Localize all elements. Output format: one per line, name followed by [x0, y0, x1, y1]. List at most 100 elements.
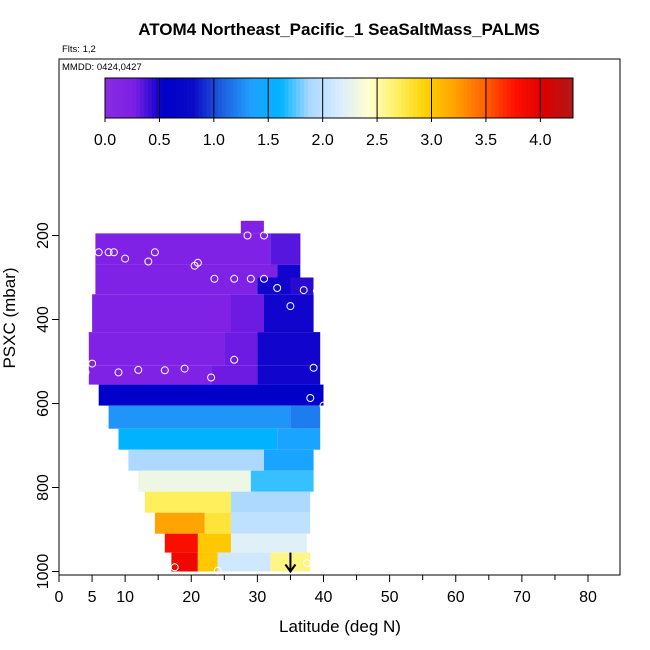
observation-point	[180, 364, 189, 373]
colorbar-swatch	[495, 78, 500, 118]
colorbar-swatch	[440, 78, 445, 118]
colorbar-swatch	[385, 78, 391, 118]
heatmap-cell	[270, 233, 301, 265]
colorbar-swatch	[140, 78, 145, 118]
colorbar-swatch	[206, 78, 211, 118]
colorbar-swatch	[303, 78, 309, 118]
colorbar-swatch	[428, 78, 434, 118]
colorbar-swatch	[179, 78, 184, 118]
colorbar-tick-label: 0.0	[94, 132, 116, 149]
colorbar-tick-label: 2.0	[312, 132, 334, 149]
y-tick-label: 600	[35, 390, 52, 417]
flights-label: Flts: 1,2	[62, 44, 96, 55]
colorbar-swatch	[342, 78, 348, 118]
colorbar-swatch	[378, 78, 383, 118]
colorbar-swatch	[288, 78, 293, 118]
observation-point	[299, 286, 308, 295]
colorbar-swatch	[487, 78, 492, 118]
colorbar-swatch	[569, 78, 574, 118]
heatmap-cell	[217, 552, 271, 572]
dates-label: MMDD: 0424,0427	[62, 62, 142, 73]
colorbar-swatch	[245, 78, 250, 118]
colorbar-swatch	[339, 78, 344, 118]
heatmap-cell	[164, 533, 198, 553]
observation-point	[109, 248, 118, 257]
heatmap-cell	[154, 512, 205, 534]
colorbar-swatch	[491, 78, 496, 118]
x-tick-label: 0	[55, 589, 64, 606]
colorbar-swatch	[300, 78, 305, 118]
colorbar-swatch	[198, 78, 203, 118]
observation-points	[81, 231, 328, 575]
heatmap-cell	[224, 332, 258, 366]
heatmap-cell	[204, 512, 231, 534]
colorbar-frame	[104, 77, 574, 119]
colorbar-swatch	[459, 78, 465, 118]
chart-title: ATOM4 Northeast_Pacific_1 SeaSaltMass_PA…	[138, 20, 540, 39]
colorbar-swatch	[315, 78, 320, 118]
colorbar-swatch	[237, 78, 242, 118]
colorbar-swatch	[424, 78, 430, 118]
observation-point	[121, 254, 130, 263]
colorbar-swatch	[553, 78, 558, 118]
latitude-marker-arrow	[284, 552, 297, 574]
x-tick-label: 5	[88, 589, 97, 606]
marker-arrow-head	[284, 563, 297, 574]
heatmap-cell	[230, 294, 264, 333]
colorbar-swatch	[120, 78, 125, 118]
heatmap-cell	[277, 428, 321, 450]
colorbar-tick-label: 2.5	[366, 132, 388, 149]
heatmap-cell	[95, 264, 278, 278]
colorbar-swatch	[397, 78, 402, 118]
colorbar-swatch	[186, 78, 192, 118]
heatmap-cell	[264, 294, 314, 333]
colorbar-swatch	[565, 78, 570, 118]
colorbar-swatch	[105, 78, 110, 118]
colorbar-swatch	[276, 78, 281, 118]
colorbar-swatch	[132, 78, 137, 118]
colorbar-swatch	[241, 78, 246, 118]
colorbar-swatch	[510, 78, 515, 118]
heatmap-cell	[290, 405, 321, 429]
colorbar-swatch	[370, 78, 375, 118]
heatmap-cell	[118, 428, 278, 450]
observation-point	[230, 274, 239, 283]
colorbar-swatch	[268, 78, 274, 118]
x-axis-label: Latitude (deg N)	[279, 617, 401, 636]
heatmap-cells	[88, 220, 324, 572]
colorbar-swatch	[284, 78, 289, 118]
colorbar-swatch	[319, 78, 324, 118]
colorbar-swatch	[530, 78, 535, 118]
colorbar-swatch	[175, 78, 180, 118]
colorbar-swatch	[534, 78, 539, 118]
colorbar-swatch	[108, 78, 114, 118]
x-tick-label: 20	[182, 589, 200, 606]
observation-point	[210, 274, 219, 283]
x-tick-label: 60	[447, 589, 465, 606]
colorbar-swatch	[381, 78, 387, 118]
y-tick-label: 400	[35, 306, 52, 333]
colorbar-swatch	[155, 78, 161, 118]
observation-point	[81, 368, 90, 377]
colorbar-swatch	[350, 78, 356, 118]
colorbar-swatch	[467, 78, 473, 118]
colorbar-swatch	[354, 78, 359, 118]
colorbar-swatch	[261, 78, 266, 118]
colorbar-swatch	[506, 78, 512, 118]
colorbar-swatch	[362, 78, 367, 118]
colorbar-swatch	[475, 78, 480, 118]
colorbar-tick-label: 1.5	[257, 132, 279, 149]
colorbar-swatch	[249, 78, 254, 118]
observation-point	[246, 274, 255, 283]
colorbar-swatch	[456, 78, 461, 118]
heatmap-cell	[247, 233, 271, 265]
colorbar-swatch	[311, 78, 317, 118]
colorbar-swatch	[401, 78, 406, 118]
colorbar-swatch	[257, 78, 262, 118]
colorbar-swatch	[432, 78, 437, 118]
heatmap-cell	[98, 384, 324, 406]
colorbar-swatch	[498, 78, 504, 118]
heatmap-cell	[230, 533, 307, 553]
colorbar-swatch	[346, 78, 352, 118]
